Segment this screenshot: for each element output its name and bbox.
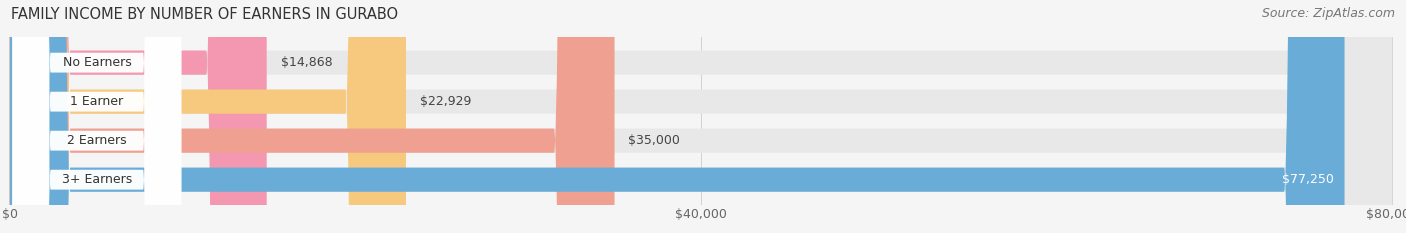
- Text: $35,000: $35,000: [628, 134, 681, 147]
- FancyBboxPatch shape: [10, 0, 614, 233]
- Text: Source: ZipAtlas.com: Source: ZipAtlas.com: [1261, 7, 1395, 20]
- FancyBboxPatch shape: [10, 0, 1392, 233]
- Text: 1 Earner: 1 Earner: [70, 95, 124, 108]
- Text: 2 Earners: 2 Earners: [67, 134, 127, 147]
- FancyBboxPatch shape: [13, 0, 181, 233]
- FancyBboxPatch shape: [10, 0, 1392, 233]
- Text: $14,868: $14,868: [281, 56, 332, 69]
- FancyBboxPatch shape: [13, 0, 181, 233]
- FancyBboxPatch shape: [10, 0, 1392, 233]
- Text: No Earners: No Earners: [62, 56, 131, 69]
- FancyBboxPatch shape: [13, 0, 181, 233]
- FancyBboxPatch shape: [10, 0, 1344, 233]
- Text: FAMILY INCOME BY NUMBER OF EARNERS IN GURABO: FAMILY INCOME BY NUMBER OF EARNERS IN GU…: [11, 7, 398, 22]
- FancyBboxPatch shape: [10, 0, 1392, 233]
- Text: 3+ Earners: 3+ Earners: [62, 173, 132, 186]
- Text: $77,250: $77,250: [1282, 173, 1333, 186]
- FancyBboxPatch shape: [10, 0, 406, 233]
- FancyBboxPatch shape: [13, 0, 181, 233]
- Text: $22,929: $22,929: [420, 95, 471, 108]
- FancyBboxPatch shape: [10, 0, 267, 233]
